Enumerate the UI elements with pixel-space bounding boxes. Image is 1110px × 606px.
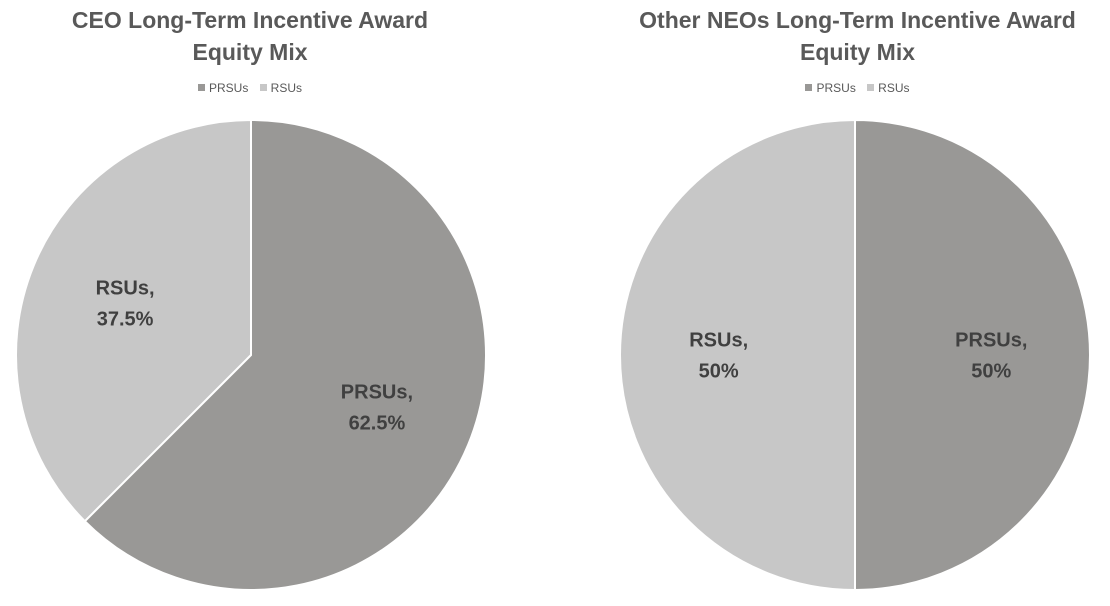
legend-label-prsus: PRSUs xyxy=(816,81,856,95)
chart-title: CEO Long-Term Incentive Award Equity Mix xyxy=(71,7,429,65)
chart-title: Other NEOs Long-Term Incentive Award Equ… xyxy=(639,7,1076,65)
ceo-pie-chart: CEO Long-Term Incentive Award Equity Mix… xyxy=(0,0,500,606)
legend-swatch-prsus xyxy=(805,84,813,91)
slice-label-rsus: RSUs, 37.5% xyxy=(96,277,155,330)
slice-label-prsus: PRSUs, 62.5% xyxy=(341,382,413,435)
legend-label-prsus: PRSUs xyxy=(208,81,249,95)
legend-label-rsus: RSUs xyxy=(878,81,910,95)
pie-svg: PRSUs, 50% RSUs, 50% xyxy=(619,118,1091,592)
pie-slice-rsus xyxy=(15,118,252,523)
legend-item-rsus: RSUs xyxy=(867,80,910,96)
legend-swatch-prsus xyxy=(197,84,205,91)
legend-item-prsus: PRSUs xyxy=(197,80,249,96)
pie-slice-prsus xyxy=(854,118,1091,592)
chart-legend: PRSUs RSUs xyxy=(605,80,1110,96)
legend-item-prsus: PRSUs xyxy=(805,80,856,96)
legend-swatch-rsus xyxy=(867,84,875,91)
legend-label-rsus: RSUs xyxy=(270,81,303,95)
pie-slice-prsus xyxy=(83,118,487,591)
pie-svg: PRSUs, 62.5% RSUs, 37.5% xyxy=(15,118,487,591)
legend-item-rsus: RSUs xyxy=(259,80,303,96)
other-neos-pie-chart: Other NEOs Long-Term Incentive Award Equ… xyxy=(605,0,1110,606)
chart-legend: PRSUs RSUs xyxy=(0,80,500,96)
slice-label-prsus: PRSUs, 50% xyxy=(955,330,1027,383)
slice-label-rsus: RSUs, 50% xyxy=(689,330,748,383)
pie-slice-rsus xyxy=(619,118,856,592)
legend-swatch-rsus xyxy=(259,84,267,91)
